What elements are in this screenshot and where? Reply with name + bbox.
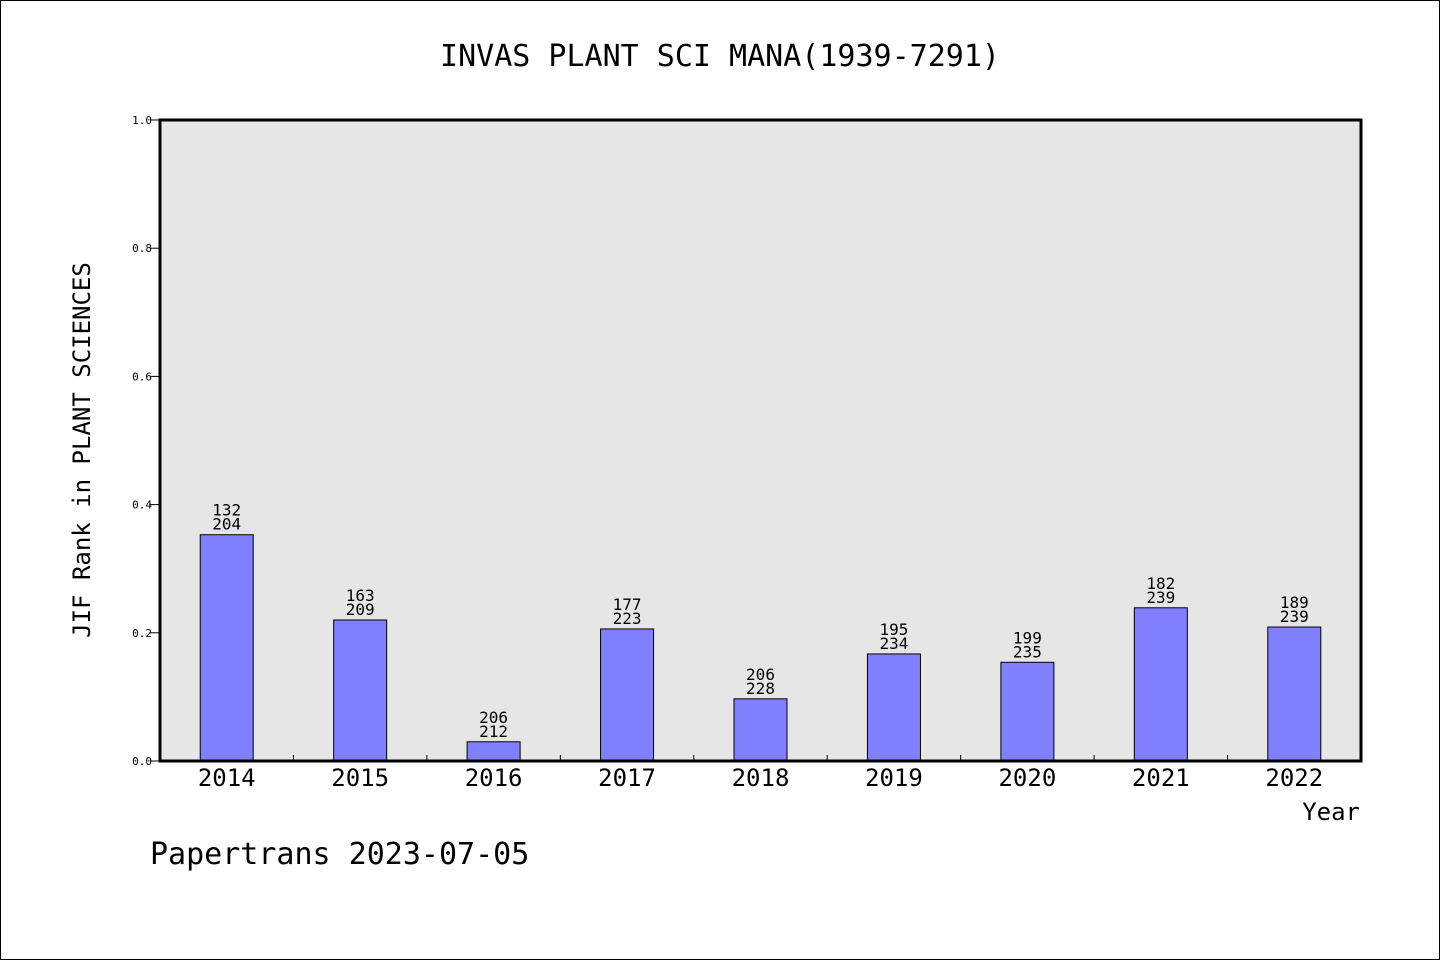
bar-rank-label: 132 <box>212 501 241 520</box>
x-tick-label: 2019 <box>865 764 923 792</box>
y-axis-label: JIF Rank in PLANT SCIENCES <box>68 262 96 638</box>
y-tick-label: 0.4 <box>132 499 152 512</box>
bar-2015 <box>333 619 388 762</box>
y-tick-label: 0.2 <box>132 627 152 640</box>
bar-2018 <box>733 698 788 762</box>
x-axis-label: Year <box>1302 798 1360 826</box>
bar-total-label: 228 <box>746 679 775 698</box>
bar-total-label: 204 <box>212 515 241 534</box>
bar-2022 <box>1267 626 1322 762</box>
y-tick-label: 0.6 <box>132 370 152 383</box>
bar-rank-label: 189 <box>1280 593 1309 612</box>
bar-rank-label: 206 <box>479 708 508 727</box>
bar-2019 <box>866 653 921 762</box>
bar-2017 <box>600 628 655 762</box>
footer-credit: Papertrans 2023-07-05 <box>150 837 529 872</box>
bars <box>199 534 1322 762</box>
y-axis-ticks: 0.0 0.2 0.4 0.6 0.8 1.0 <box>132 114 160 768</box>
bar-total-label: 223 <box>613 609 642 628</box>
chart-title: INVAS PLANT SCI MANA(1939-7291) <box>440 39 1000 74</box>
y-tick-label: 0.0 <box>132 755 152 768</box>
bar-total-label: 209 <box>346 600 375 619</box>
y-tick-label: 1.0 <box>132 114 152 127</box>
bar-2020 <box>1000 661 1055 762</box>
bar-total-label: 239 <box>1146 588 1175 607</box>
x-tick-label: 2018 <box>732 764 790 792</box>
bar-2014 <box>199 534 254 762</box>
bar-total-label: 234 <box>879 634 908 653</box>
bar-total-label: 212 <box>479 722 508 741</box>
plot-border <box>158 118 1363 763</box>
bar-rank-label: 199 <box>1013 628 1042 647</box>
bar-total-label: 239 <box>1280 607 1309 626</box>
x-tick-label: 2015 <box>331 764 389 792</box>
bar-rank-label: 177 <box>613 595 642 614</box>
x-tick-label: 2017 <box>598 764 656 792</box>
x-tick-labels: 2014 2015 2016 2017 2018 2019 2020 2021 2022 <box>198 764 1323 792</box>
y-tick-label: 0.8 <box>132 242 152 255</box>
x-tick-label: 2014 <box>198 764 256 792</box>
bar-2016 <box>466 741 521 762</box>
bar-2021 <box>1133 607 1188 762</box>
x-tick-label: 2020 <box>998 764 1056 792</box>
bar-rank-label: 206 <box>746 665 775 684</box>
bar-rank-label: 163 <box>346 586 375 605</box>
x-tick-label: 2021 <box>1132 764 1190 792</box>
x-tick-label: 2022 <box>1265 764 1323 792</box>
bar-rank-label: 195 <box>879 620 908 639</box>
bar-total-label: 235 <box>1013 642 1042 661</box>
x-tick-label: 2016 <box>465 764 523 792</box>
bar-rank-label: 182 <box>1146 574 1175 593</box>
